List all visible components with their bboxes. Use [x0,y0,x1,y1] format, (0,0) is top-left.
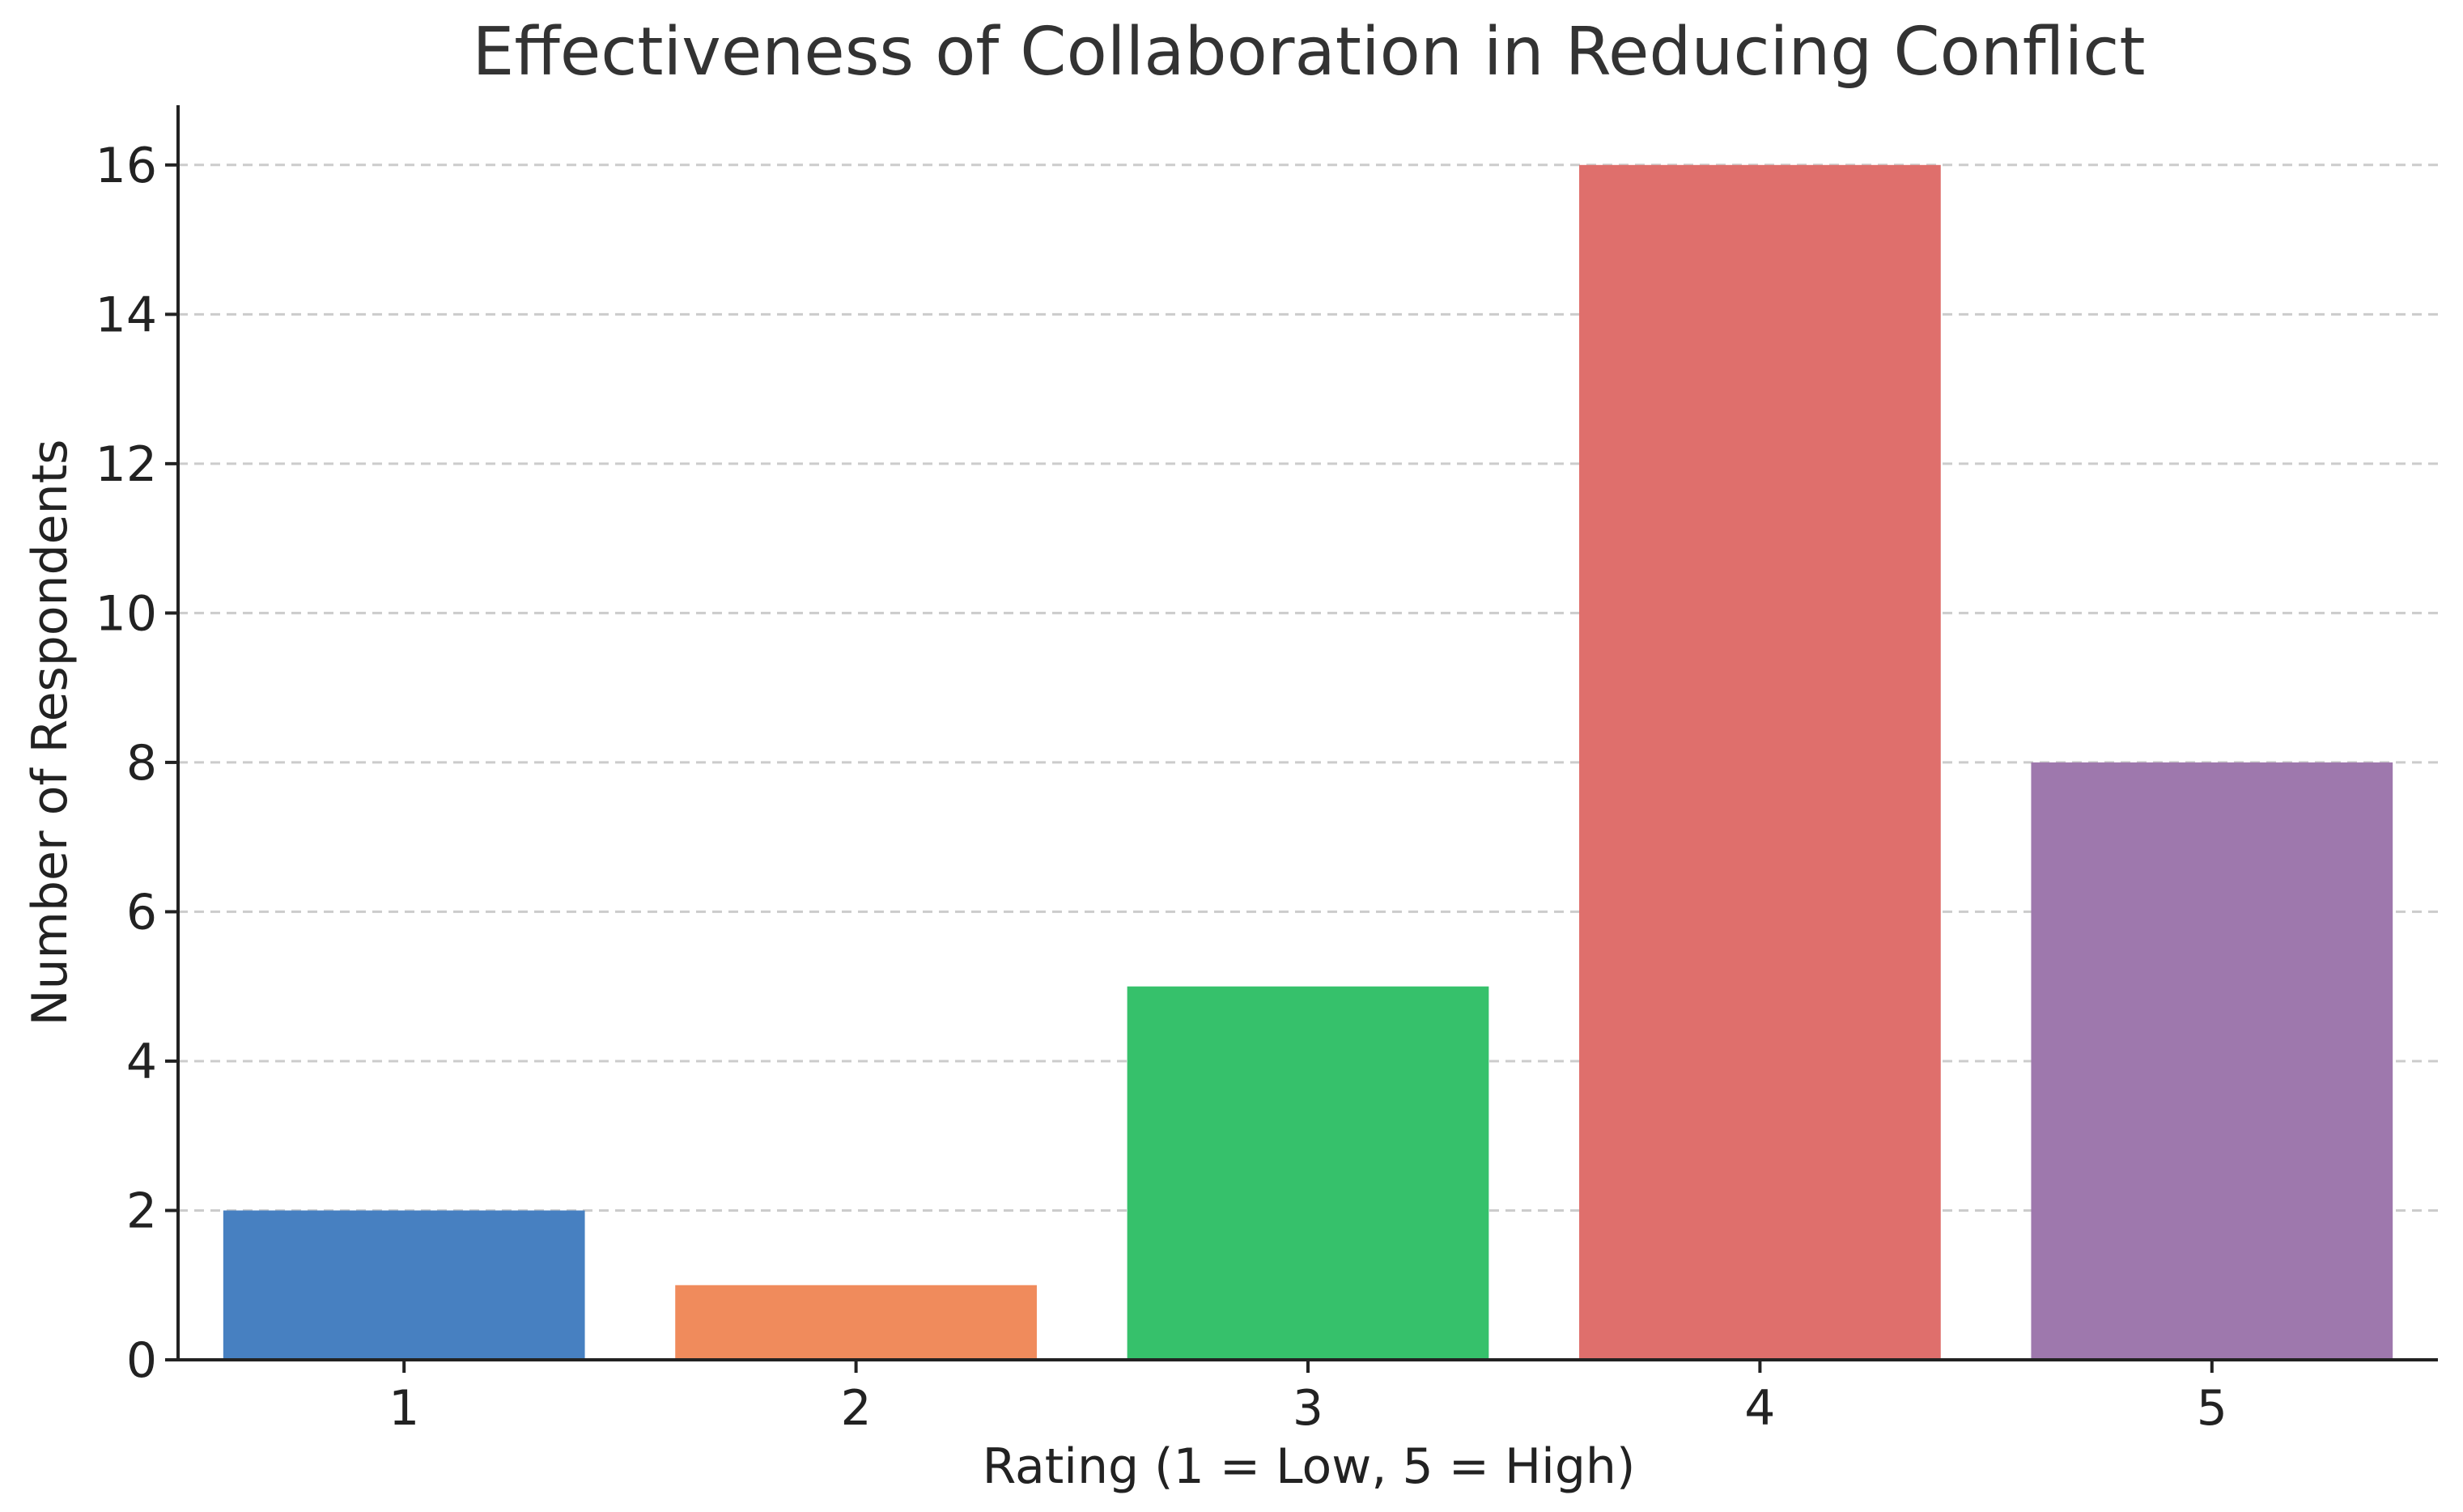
x-tick-label: 1 [389,1380,419,1437]
y-tick-label: 6 [126,884,157,941]
x-tick-label: 2 [841,1380,872,1437]
chart-title: Effectiveness of Collaboration in Reduci… [473,14,2146,91]
bar-rating-3 [1127,986,1489,1360]
y-tick-label: 2 [126,1183,157,1239]
y-axis-label: Number of Respondents [22,440,79,1026]
y-tick-label: 16 [96,138,157,194]
y-axis-ticks: 0 2 4 6 8 10 12 14 16 [96,138,178,1389]
bar-rating-5 [2031,762,2393,1360]
y-tick-label: 8 [126,735,157,792]
bar-rating-1 [223,1210,585,1360]
bar-rating-2 [675,1285,1037,1360]
x-tick-label: 4 [1744,1380,1775,1437]
y-tick-label: 12 [96,436,157,493]
y-tick-label: 0 [126,1332,157,1389]
x-tick-label: 3 [1293,1380,1323,1437]
y-tick-label: 14 [96,287,157,343]
x-tick-label: 5 [2197,1380,2227,1437]
bar-rating-4 [1579,164,1941,1360]
y-tick-label: 10 [96,585,157,642]
y-tick-label: 4 [126,1034,157,1090]
x-axis-ticks: 1 2 3 4 5 [389,1360,2227,1437]
x-axis-label: Rating (1 = Low, 5 = High) [983,1438,1636,1495]
bars [223,164,2393,1360]
